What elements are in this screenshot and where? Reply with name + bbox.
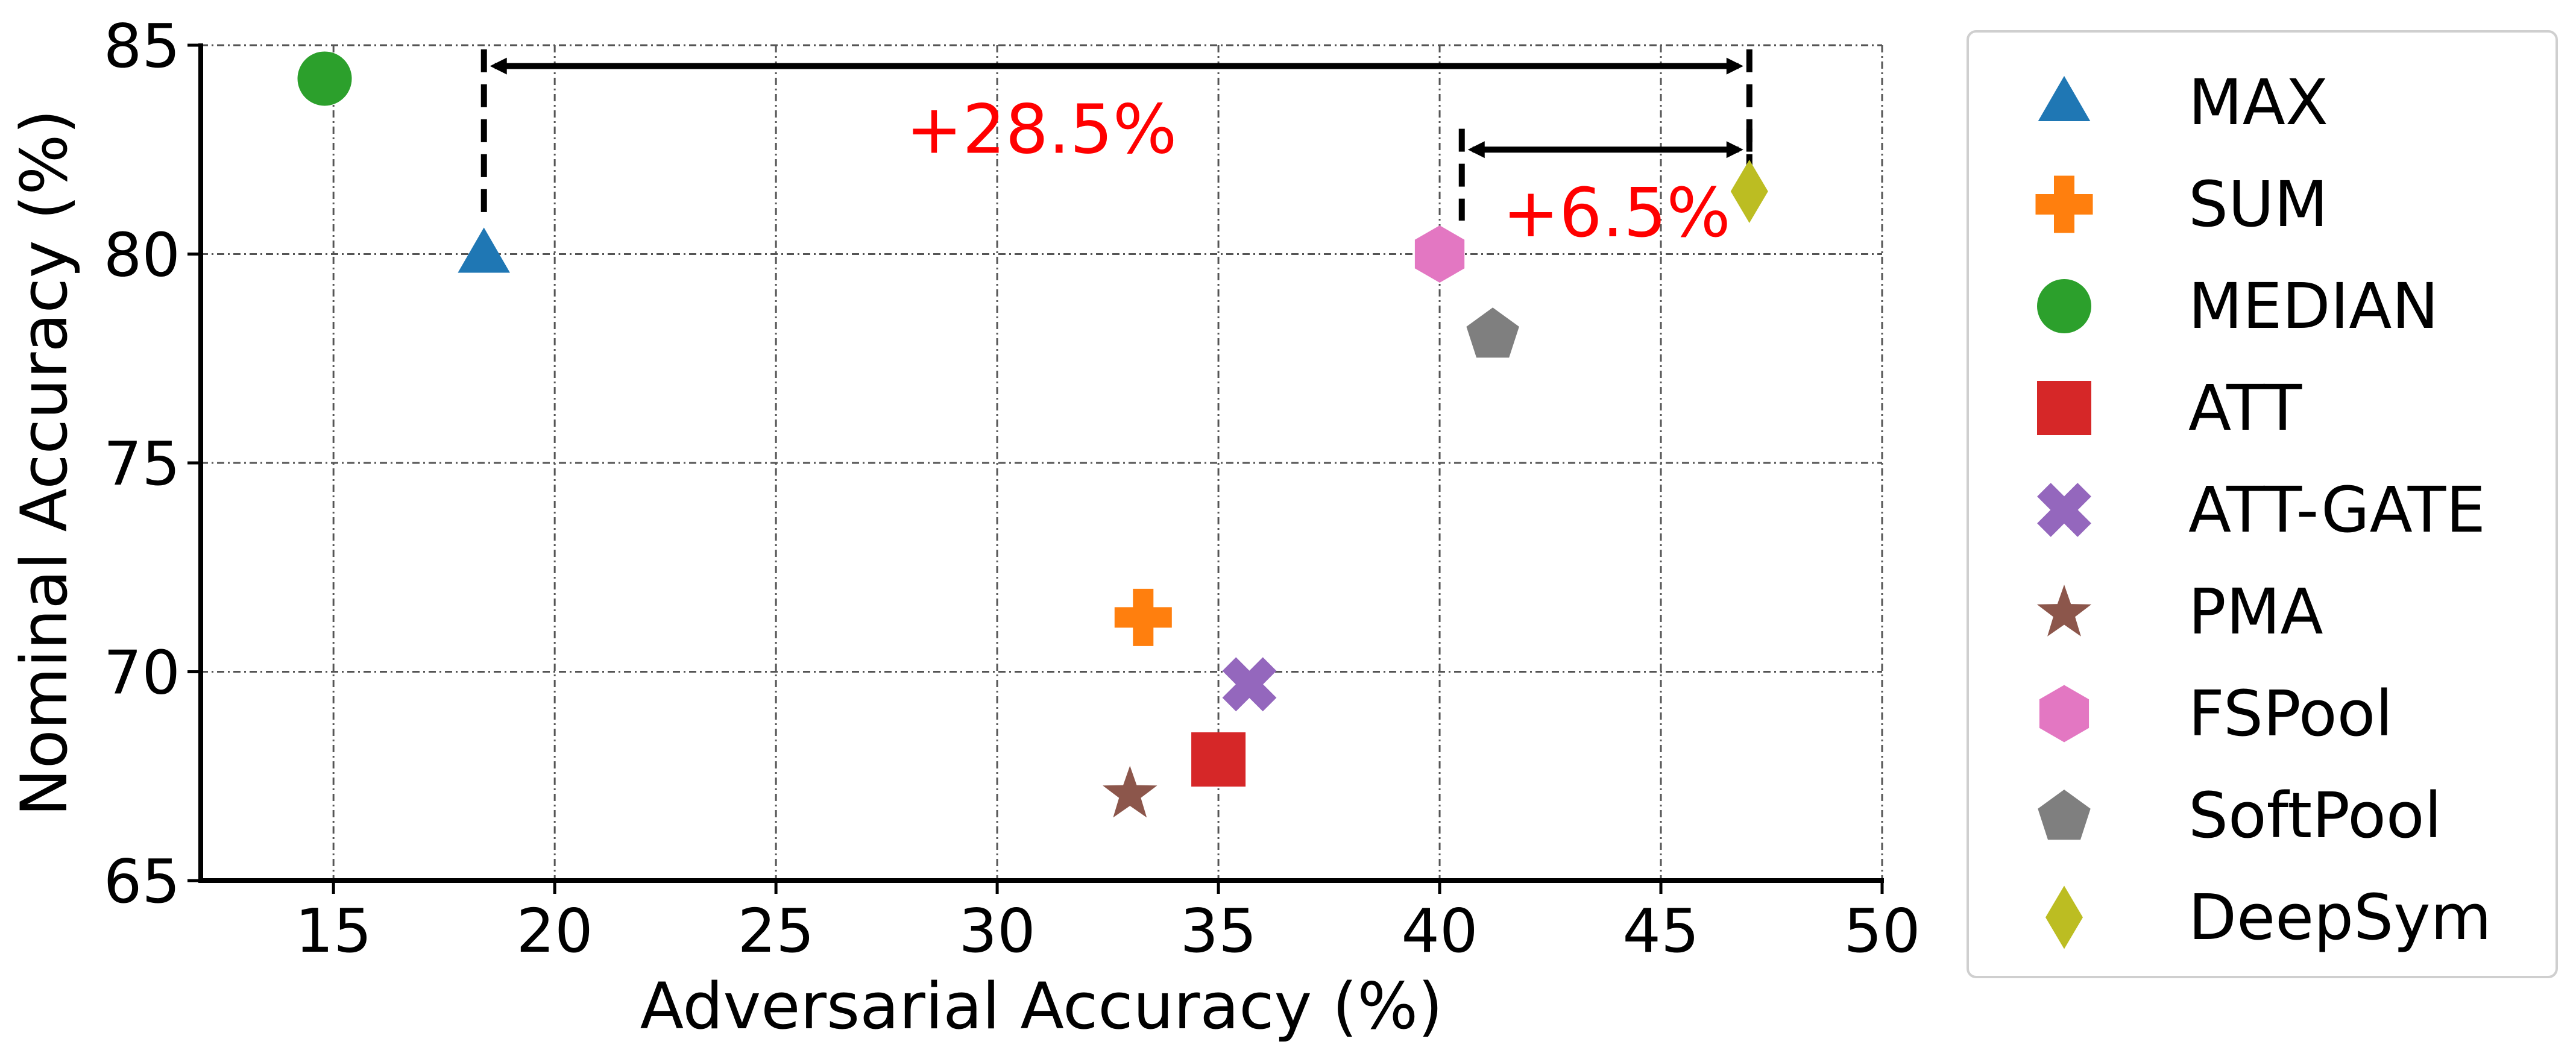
annotation-lines	[480, 49, 1752, 221]
legend-marker-att	[2037, 381, 2091, 435]
y-tick-label-65: 65	[104, 846, 180, 917]
y-tick-label-85: 85	[104, 11, 180, 81]
point-sum	[1114, 588, 1172, 646]
legend-label-median: MEDIAN	[2188, 269, 2439, 343]
x-tick-label-40: 40	[1401, 896, 1478, 966]
x-tick-label-30: 30	[959, 896, 1035, 966]
legend-label-fspool: FSPool	[2188, 677, 2393, 750]
data-points	[297, 51, 1768, 818]
axes: 15 20 25 30 35 40 45 50 65 70 75 80 85 Adversarial Ac…	[7, 11, 1921, 1043]
legend-marker-deepsym	[2045, 885, 2083, 949]
legend-marker-att-gate	[2037, 483, 2091, 537]
point-max	[458, 227, 510, 273]
x-tick-label-35: 35	[1180, 896, 1256, 966]
annotation-2-label: +6.5%	[1502, 174, 1730, 253]
x-tick-label-25: 25	[738, 896, 814, 966]
annotation-labels: +28.5% +6.5%	[906, 91, 1731, 253]
annotation-2-arrow-head-right	[1726, 141, 1743, 159]
legend-label-sum: SUM	[2188, 168, 2328, 241]
point-fspool	[1414, 225, 1465, 283]
y-tick-label-70: 70	[104, 638, 180, 708]
legend-marker-fspool	[2039, 685, 2089, 743]
point-softpool	[1466, 307, 1519, 358]
point-deepsym	[1730, 160, 1768, 223]
point-pma	[1103, 765, 1157, 818]
legend-marker-softpool	[2038, 790, 2091, 840]
y-axis-title: Nominal Accuracy (%)	[7, 109, 81, 816]
annotation-2-arrow-head-left	[1467, 141, 1485, 159]
legend-box	[1967, 30, 2558, 978]
x-axis-title: Adversarial Accuracy (%)	[640, 969, 1443, 1043]
legend-marker-pma	[2036, 585, 2092, 636]
x-tick-label-50: 50	[1844, 896, 1920, 966]
point-median	[297, 51, 352, 106]
x-tick-label-45: 45	[1622, 896, 1699, 966]
x-tick-label-15: 15	[295, 896, 372, 966]
y-tick-label-80: 80	[104, 220, 180, 291]
point-att	[1191, 732, 1246, 787]
legend-marker-max	[2038, 76, 2091, 121]
annotation-1-label: +28.5%	[906, 91, 1177, 169]
legend-label-softpool: SoftPool	[2188, 779, 2442, 852]
legend: MAX SUM MEDIAN ATT ATT-GATE PMA FSPool SoftPool…	[1967, 30, 2558, 978]
x-tick-label-20: 20	[517, 896, 593, 966]
legend-label-att: ATT	[2188, 371, 2302, 445]
legend-marker-median	[2037, 279, 2091, 333]
y-tick-label-75: 75	[104, 429, 180, 499]
point-att-gate	[1222, 657, 1277, 712]
legend-label-att-gate: ATT-GATE	[2188, 473, 2486, 547]
annotation-1-arrow-head-left	[490, 57, 507, 75]
annotation-1-arrow-head-right	[1726, 57, 1743, 75]
legend-label-max: MAX	[2188, 66, 2328, 139]
legend-label-pma: PMA	[2188, 575, 2323, 649]
legend-marker-sum	[2035, 175, 2093, 233]
legend-label-deepsym: DeepSym	[2188, 881, 2492, 954]
